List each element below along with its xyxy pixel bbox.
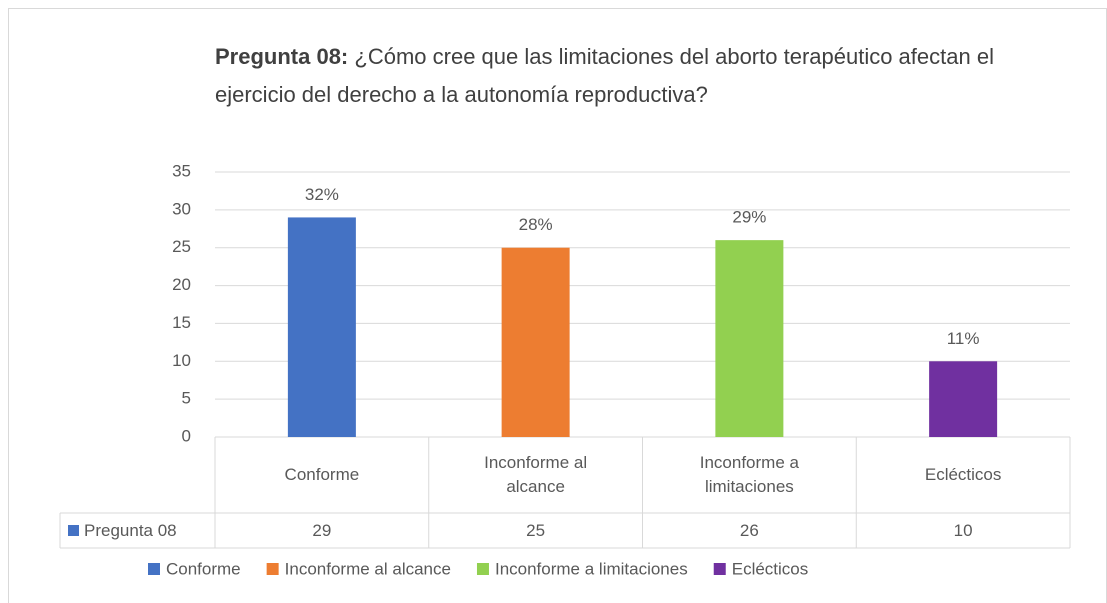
- y-tick-label: 0: [182, 426, 191, 445]
- title-text: ¿Cómo cree que las limitaciones del abor…: [215, 44, 994, 107]
- legend-swatch: [713, 563, 726, 575]
- y-tick-label: 15: [172, 313, 191, 332]
- data-label: 28%: [519, 215, 553, 234]
- x-tick-label: Inconforme a limitaciones: [699, 453, 799, 496]
- table-value: 26: [740, 521, 759, 540]
- x-tick-label: Conforme: [284, 465, 360, 484]
- bar: [501, 247, 570, 437]
- data-label: 29%: [732, 208, 766, 227]
- legend-label: Eclécticos: [732, 559, 809, 578]
- x-tick-label: Eclécticos: [924, 465, 1002, 484]
- x-tick-label: Inconforme al alcance: [484, 453, 588, 496]
- legend-swatch: [476, 563, 489, 575]
- table-series-name: Pregunta 08: [84, 521, 177, 540]
- y-tick-label: 10: [172, 351, 191, 370]
- table-value: 25: [526, 521, 545, 540]
- legend-label: Inconforme al alcance: [285, 559, 451, 578]
- y-tick-label: 30: [172, 199, 191, 218]
- table-value: 10: [954, 521, 973, 540]
- bar: [287, 217, 356, 437]
- data-label: 11%: [947, 329, 980, 348]
- y-tick-label: 5: [182, 389, 191, 408]
- bar: [929, 361, 998, 437]
- y-tick-label: 25: [172, 237, 191, 256]
- data-label: 32%: [305, 185, 339, 204]
- chart-title: Pregunta 08: ¿Cómo cree que las limitaci…: [215, 38, 1035, 114]
- table-legend-swatch: [68, 525, 79, 536]
- y-tick-label: 35: [172, 161, 191, 180]
- title-bold: Pregunta 08:: [215, 44, 349, 69]
- legend-label: Conforme: [166, 559, 241, 578]
- bar: [715, 240, 784, 437]
- table-value: 29: [312, 521, 331, 540]
- legend-swatch: [266, 563, 279, 575]
- legend-label: Inconforme a limitaciones: [495, 559, 688, 578]
- y-tick-label: 20: [172, 275, 191, 294]
- legend-swatch: [148, 563, 160, 575]
